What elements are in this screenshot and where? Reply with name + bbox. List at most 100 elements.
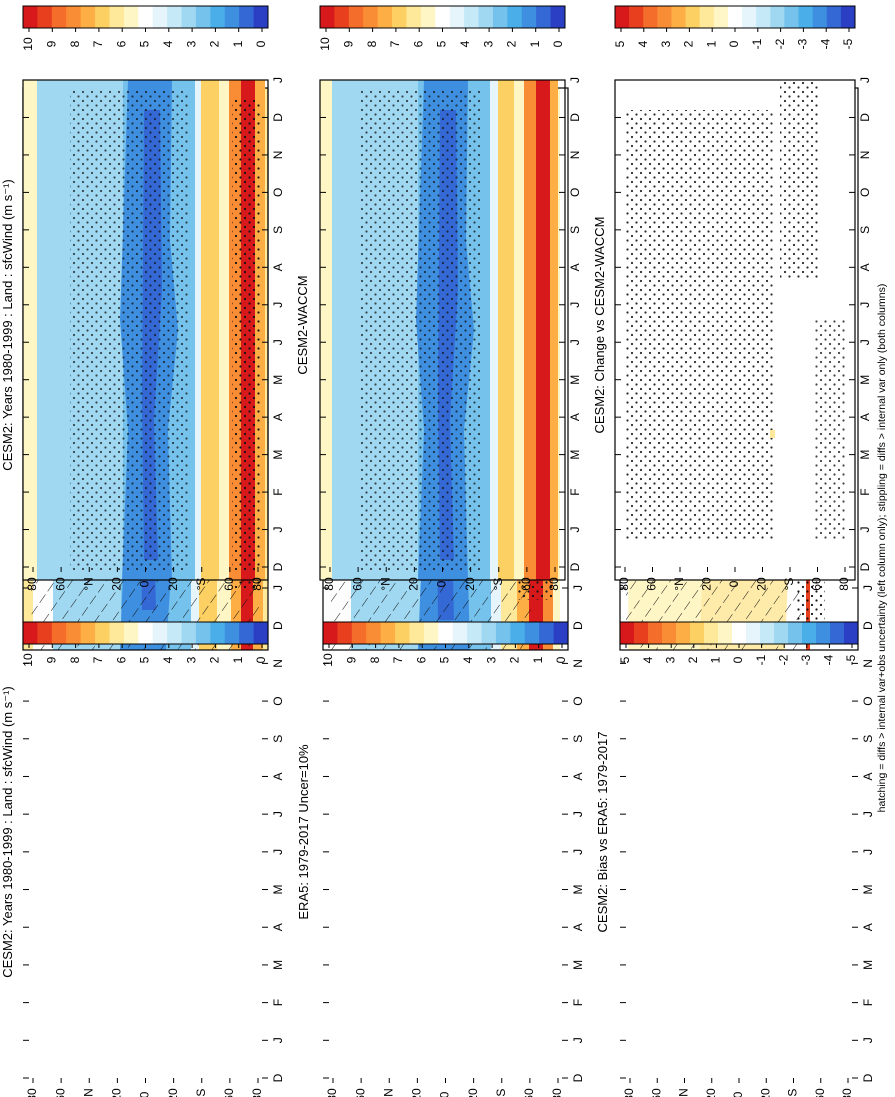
colorbar-swatch xyxy=(23,622,38,644)
lat-label: 0 xyxy=(138,1091,152,1097)
lat-label: 60 xyxy=(222,577,236,591)
panel-title: CESM2: Change vs CESM2-WACCM xyxy=(592,217,607,434)
month-label: M xyxy=(861,885,875,895)
colorbar-swatch xyxy=(615,6,630,28)
colorbar-swatch xyxy=(718,622,733,644)
month-label: F xyxy=(858,488,872,495)
colorbar-label: 1 xyxy=(528,40,542,47)
colorbar-swatch xyxy=(478,6,494,28)
lat-label: 0 xyxy=(435,580,449,587)
colorbar-label: 4 xyxy=(458,40,472,47)
lat-label: 80 xyxy=(617,577,631,591)
colorbar-label: 0 xyxy=(254,40,268,47)
colorbar-swatch xyxy=(539,622,554,644)
colorbar-swatch xyxy=(181,6,197,28)
colorbar-swatch xyxy=(699,6,715,28)
colorbar-swatch xyxy=(671,6,686,28)
colorbar-swatch xyxy=(756,6,771,28)
heatmap-field xyxy=(320,80,558,580)
month-label: S xyxy=(568,226,582,234)
colorbar-label: 4 xyxy=(161,656,175,663)
month-label: D xyxy=(861,1073,875,1082)
colorbar-swatch xyxy=(481,622,497,644)
month-label: A xyxy=(271,263,285,271)
month-label: J xyxy=(858,339,872,345)
month-label: D xyxy=(571,1073,585,1082)
colorbar-swatch xyxy=(746,622,761,644)
colorbar-swatch xyxy=(123,622,139,644)
lat-label: 60 xyxy=(350,577,364,591)
panel-title: CESM2: Years 1980-1999 : Land : sfcWind … xyxy=(0,179,15,471)
lat-label: 20 xyxy=(166,577,180,591)
colorbar-swatch xyxy=(657,6,672,28)
colorbar-label: -4 xyxy=(818,38,832,49)
month-label: D xyxy=(568,113,582,122)
colorbar-label: -1 xyxy=(754,654,768,665)
colorbar-label: 9 xyxy=(341,40,355,47)
month-label: J xyxy=(571,1037,585,1043)
month-label: A xyxy=(271,923,285,931)
colorbar-swatch xyxy=(138,6,154,28)
colorbar-swatch xyxy=(37,6,53,28)
colorbar-label: 1 xyxy=(709,656,723,663)
month-label: J xyxy=(271,1037,285,1043)
month-label: A xyxy=(568,413,582,421)
colorbar-swatch xyxy=(152,6,168,28)
lat-label: 60 xyxy=(53,1088,67,1097)
colorbar-swatch xyxy=(648,622,663,644)
colorbar-swatch xyxy=(95,622,110,644)
colorbar-swatch xyxy=(760,622,775,644)
month-label: D xyxy=(271,562,285,571)
colorbar-swatch xyxy=(662,622,677,644)
colorbar-label: 5 xyxy=(138,40,152,47)
lat-label: 80 xyxy=(622,1088,636,1097)
colorbar-swatch xyxy=(830,622,845,644)
month-label: D xyxy=(861,621,875,630)
colorbar-swatch xyxy=(643,6,658,28)
month-label: S xyxy=(861,735,875,743)
colorbar-5: 10 9 8 7 6 5 4 3 2 1 0 xyxy=(321,621,569,667)
colorbar-swatch xyxy=(690,622,705,644)
colorbar-label: 2 xyxy=(682,40,696,47)
month-label: J xyxy=(568,339,582,345)
colorbar-label: 6 xyxy=(414,656,428,663)
month-label: J xyxy=(858,77,872,83)
panel-title: ERA5: 1979-2017 Uncer=10% xyxy=(296,744,311,920)
colorbar-label: 0 xyxy=(727,40,741,47)
colorbar-swatch xyxy=(449,6,465,28)
colorbar-label: 10 xyxy=(318,37,332,51)
colorbar-label: -2 xyxy=(773,38,787,49)
month-label: J xyxy=(861,585,875,591)
colorbar-label: 10 xyxy=(321,653,335,667)
month-label: O xyxy=(861,696,875,705)
colorbar-swatch xyxy=(438,622,454,644)
lat-label: 80 xyxy=(325,1088,339,1097)
colorbar-swatch xyxy=(253,6,269,28)
month-label: S xyxy=(271,735,285,743)
colorbar-label: 6 xyxy=(411,40,425,47)
colorbar-swatch xyxy=(95,6,110,28)
colorbar-label: 6 xyxy=(114,40,128,47)
lat-label: °N xyxy=(81,577,95,590)
panel-labels-1: CESM2: Years 1980-1999 : Land : sfcWind … xyxy=(0,585,285,1097)
lat-label: °S xyxy=(491,578,505,591)
month-label: M xyxy=(271,450,285,460)
colorbar-swatch xyxy=(727,6,743,28)
colorbar-4: 10 9 8 7 6 5 4 3 2 1 0 xyxy=(21,621,269,667)
month-label: D xyxy=(271,1073,285,1082)
colorbar-swatch xyxy=(167,6,182,28)
colorbar-swatch xyxy=(167,622,182,644)
month-label: J xyxy=(271,849,285,855)
colorbar-swatch xyxy=(320,6,335,28)
colorbar-label: 4 xyxy=(461,656,475,663)
colorbar-label: 5 xyxy=(618,656,632,663)
colorbar-label: -5 xyxy=(841,38,855,49)
colorbar-swatch xyxy=(685,6,701,28)
figure-footnote: hatching = diffs > internal var+obs unce… xyxy=(876,284,888,813)
lat-label: °S xyxy=(194,1089,208,1097)
colorbar-label: 3 xyxy=(663,656,677,663)
colorbar-label: 3 xyxy=(484,656,498,663)
colorbar-label: 10 xyxy=(21,37,35,51)
colorbar-swatch xyxy=(844,622,859,644)
colorbar-label: 2 xyxy=(208,656,222,663)
